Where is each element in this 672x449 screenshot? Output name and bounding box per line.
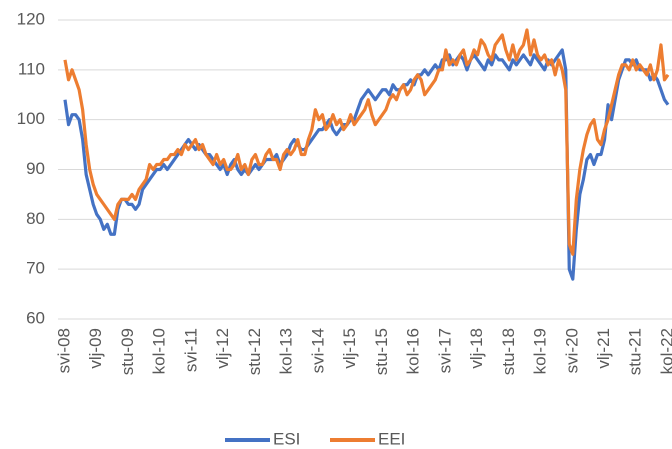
x-tick-label: vlj-09 bbox=[86, 328, 105, 369]
x-tick-label: kol-16 bbox=[404, 328, 423, 374]
x-tick-label: stu-18 bbox=[499, 328, 518, 375]
x-tick-label: stu-09 bbox=[118, 328, 137, 375]
x-tick-label: vlj-12 bbox=[213, 328, 232, 369]
x-tick-label: vlj-18 bbox=[467, 328, 486, 369]
y-tick-label: 100 bbox=[17, 109, 45, 128]
x-tick-label: svi-17 bbox=[435, 328, 454, 373]
x-tick-label: kol-10 bbox=[150, 328, 169, 374]
x-tick-label: kol-13 bbox=[277, 328, 296, 374]
y-tick-label: 80 bbox=[26, 209, 45, 228]
x-tick-label: stu-21 bbox=[626, 328, 645, 375]
x-tick-label: stu-15 bbox=[372, 328, 391, 375]
legend-label: EEI bbox=[378, 429, 405, 448]
x-tick-label: svi-14 bbox=[308, 328, 327, 373]
x-tick-label: vlj-21 bbox=[594, 328, 613, 369]
legend-label: ESI bbox=[273, 429, 300, 448]
y-tick-label: 120 bbox=[17, 9, 45, 28]
x-tick-label: svi-20 bbox=[562, 328, 581, 373]
x-tick-label: vlj-15 bbox=[340, 328, 359, 369]
y-tick-label: 60 bbox=[26, 308, 45, 327]
x-tick-label: kol-19 bbox=[531, 328, 550, 374]
y-tick-label: 110 bbox=[18, 59, 45, 78]
x-tick-label: svi-08 bbox=[54, 328, 73, 373]
x-tick-label: stu-12 bbox=[245, 328, 264, 375]
x-tick-label: kol-22 bbox=[657, 328, 672, 374]
series-line bbox=[63, 28, 670, 256]
x-tick-label: svi-11 bbox=[181, 328, 200, 372]
y-tick-label: 70 bbox=[26, 259, 45, 278]
y-tick-label: 90 bbox=[26, 159, 45, 178]
